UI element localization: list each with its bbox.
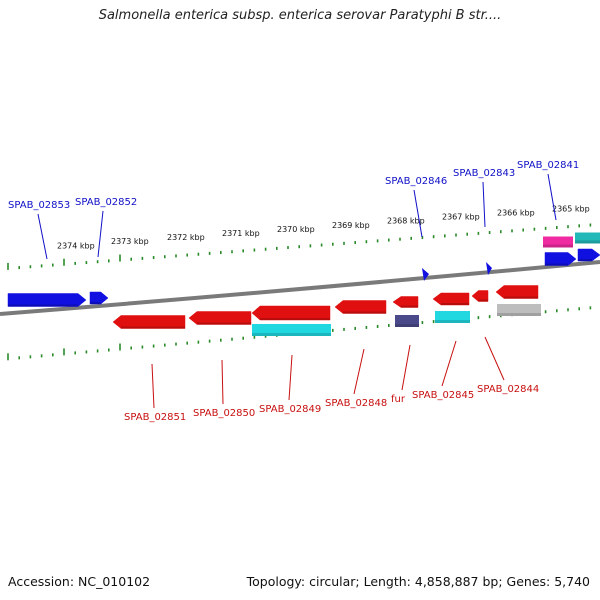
accession-text: Accession: NC_010102	[8, 574, 151, 589]
gene-features	[7, 232, 600, 336]
gene-spab-02852-shade	[90, 302, 101, 304]
kbp-label: 2365 kbp	[552, 204, 590, 213]
gene-fwd-edge-shade	[578, 259, 592, 261]
gene-spab-02845-shade	[441, 303, 469, 305]
kbp-label: 2368 kbp	[387, 217, 425, 226]
cds-spab-02845	[435, 311, 470, 323]
cds-fur	[395, 315, 419, 327]
gene-labels: SPAB_02853 SPAB_02852 SPAB_02846 SPAB_02843…	[8, 160, 579, 423]
cds-spab-02845-shade	[435, 320, 470, 323]
gene-label: SPAB_02845	[412, 390, 474, 401]
leader-line	[151, 363, 155, 409]
genome-backbone	[0, 260, 600, 316]
leader-line	[413, 189, 423, 238]
gene-label: SPAB_02850	[193, 408, 255, 419]
cds-spab-02849-shade	[252, 333, 331, 336]
cds-pink	[543, 236, 573, 248]
gene-spab-02845	[432, 292, 470, 306]
gene-spab-02841	[544, 252, 577, 266]
kbp-label: 2370 kbp	[277, 225, 315, 234]
gene-spab-02851-shade	[121, 326, 185, 329]
leader-line	[547, 173, 557, 221]
gene-fur	[392, 296, 419, 308]
gene-label: SPAB_02844	[477, 384, 539, 395]
gene-spab-02849	[251, 305, 331, 321]
gene-spab-02841-shade	[545, 263, 568, 266]
gene-spab-02846	[422, 268, 429, 281]
cds-pink-shade	[543, 244, 573, 248]
leader-line	[353, 348, 365, 395]
kbp-label: 2366 kbp	[497, 208, 535, 217]
gene-spab-02851	[112, 315, 186, 329]
kbp-label: 2374 kbp	[57, 241, 95, 250]
gene-spab-02850-shade	[197, 322, 251, 325]
gene-spab-02845b-shade	[478, 299, 488, 302]
gene-label: SPAB_02849	[259, 404, 321, 415]
kbp-label: 2369 kbp	[332, 221, 370, 230]
gene-label: SPAB_02851	[124, 412, 186, 423]
leader-line	[484, 336, 505, 381]
gene-label: SPAB_02846	[385, 176, 447, 187]
cds-teal	[575, 232, 600, 244]
leader-line	[288, 354, 293, 401]
gene-spab-02853-shade	[8, 304, 78, 307]
map-title: Salmonella enterica subsp. enterica sero…	[98, 8, 502, 23]
gene-spab-02850	[188, 311, 252, 325]
leader-line	[97, 210, 104, 258]
gene-spab-02852	[89, 291, 109, 305]
cds-spab-02844	[497, 304, 541, 316]
kbp-labels: 2374 kbp 2373 kbp 2372 kbp 2371 kbp 2370 kbp…	[57, 204, 590, 250]
cds-teal-shade	[575, 240, 600, 244]
gene-label: SPAB_02852	[75, 197, 137, 208]
leader-line	[37, 213, 48, 260]
gene-label: fur	[391, 394, 406, 405]
gene-label: SPAB_02843	[453, 168, 515, 179]
gene-spab-02844	[495, 285, 539, 299]
leader-line	[482, 181, 486, 228]
cds-fur-shade	[395, 324, 419, 327]
kbp-label: 2367 kbp	[442, 213, 480, 222]
gene-spab-02845b	[471, 290, 489, 302]
gene-spab-02848	[334, 300, 387, 314]
label-leaders	[37, 173, 557, 409]
kbp-label: 2373 kbp	[111, 237, 149, 246]
gene-spab-02853	[7, 293, 87, 307]
leader-line	[401, 344, 411, 391]
gene-spab-02849-shade	[260, 318, 330, 320]
gene-fwd-edge	[577, 248, 600, 262]
gene-label: SPAB_02841	[517, 160, 579, 171]
gene-spab-02848-shade	[343, 311, 386, 314]
kbp-label: 2372 kbp	[167, 233, 205, 242]
genome-summary-text: Topology: circular; Length: 4,858,887 bp…	[246, 574, 590, 589]
gene-label: SPAB_02848	[325, 398, 387, 409]
gene-spab-02843	[486, 262, 492, 275]
gene-fur-shade	[401, 305, 418, 308]
gene-label: SPAB_02853	[8, 200, 70, 211]
leader-line	[441, 340, 457, 387]
leader-line	[221, 359, 224, 405]
cds-spab-02849	[252, 324, 331, 336]
gene-spab-02844-shade	[504, 296, 538, 299]
cds-spab-02844-shade	[497, 313, 541, 316]
kbp-label: 2371 kbp	[222, 229, 260, 238]
